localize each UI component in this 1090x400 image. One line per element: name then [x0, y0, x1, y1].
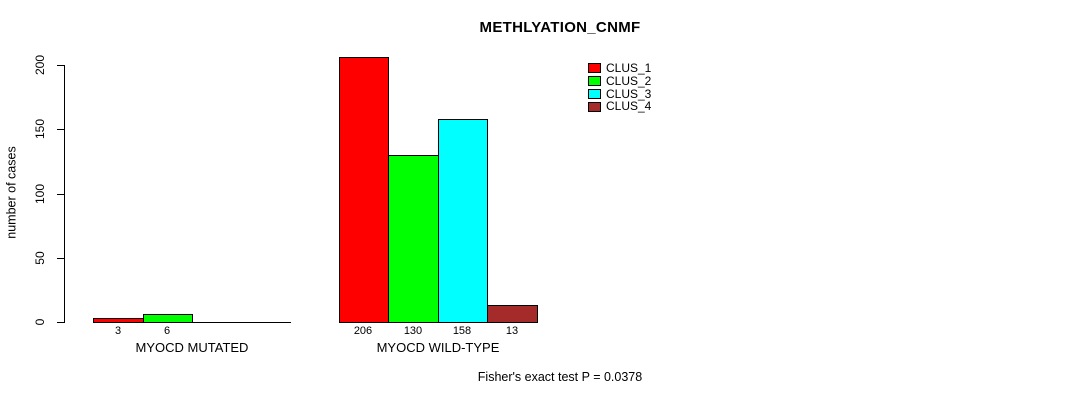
bar-clus_1	[93, 318, 144, 323]
legend-label: CLUS_2	[606, 73, 652, 88]
legend-swatch-icon	[588, 101, 601, 112]
legend-item: CLUS_1	[588, 62, 651, 75]
legend-label: CLUS_4	[606, 99, 652, 114]
legend-label: CLUS_3	[606, 86, 652, 101]
y-axis-tick	[57, 65, 64, 66]
legend-label: CLUS_1	[606, 61, 652, 75]
legend: CLUS_1 CLUS_2 CLUS_3 CLUS_4	[588, 62, 651, 113]
legend-item: CLUS_2	[588, 73, 652, 88]
bar-clus_3	[438, 119, 488, 323]
bar-clus_2	[143, 314, 193, 323]
y-axis-tick	[57, 322, 64, 323]
bar-value-label: 3	[114, 325, 122, 337]
annotation-text: Fisher's exact test P = 0.0378	[477, 370, 643, 384]
y-axis-tick	[57, 129, 64, 130]
legend-swatch-icon	[588, 76, 601, 87]
chart-title: METHLYATION_CNMF	[479, 19, 641, 36]
y-axis-tick	[57, 258, 64, 259]
legend-item: CLUS_3	[588, 86, 652, 101]
legend-item: CLUS_4	[588, 100, 651, 113]
legend-swatch-icon	[588, 88, 601, 99]
y-axis-tick-label: 0	[33, 318, 47, 326]
bar-value-label: 158	[452, 325, 472, 337]
y-axis-tick-label: 150	[33, 118, 47, 140]
legend-swatch-icon	[588, 63, 601, 74]
y-axis-line	[64, 65, 65, 323]
bar-value-label: 130	[403, 325, 423, 337]
y-axis-title: number of cases	[4, 146, 19, 239]
bar-value-label: 13	[505, 325, 519, 337]
y-axis-tick-label: 100	[33, 183, 47, 205]
x-axis-category-label: MYOCD MUTATED	[135, 340, 249, 355]
y-axis-tick	[57, 194, 64, 195]
bar-clus_2	[388, 155, 439, 323]
bar-clus_1	[339, 57, 389, 323]
x-axis-category-label: MYOCD WILD-TYPE	[376, 340, 500, 355]
y-axis-tick-label: 50	[33, 251, 47, 265]
bar-value-label: 206	[353, 325, 373, 337]
y-axis-tick-label: 200	[33, 54, 47, 76]
bar-clus_4	[487, 305, 538, 323]
bar-value-label: 6	[163, 325, 171, 337]
